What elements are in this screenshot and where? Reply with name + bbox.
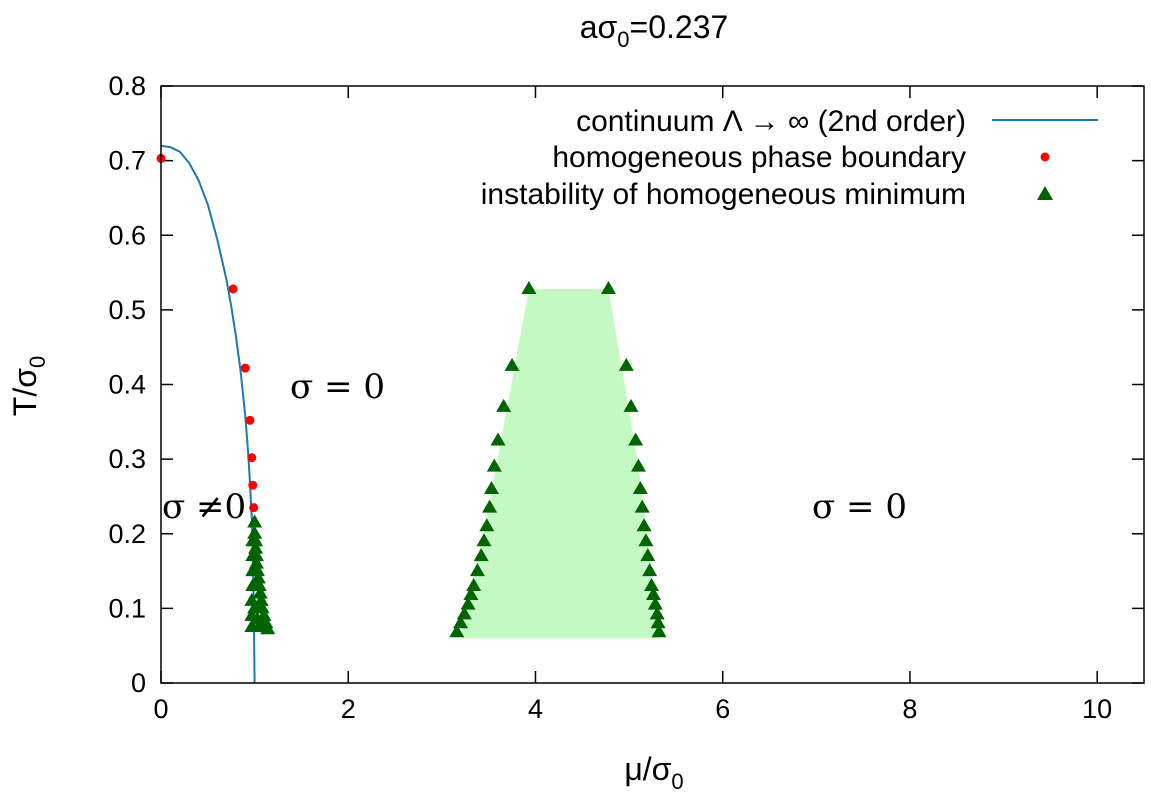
annotation-sigma-nonzero: σ ≠0 bbox=[162, 487, 246, 527]
instability-point bbox=[247, 525, 263, 539]
instability-point bbox=[250, 600, 266, 614]
instability-point bbox=[245, 533, 261, 547]
x-tick-label: 10 bbox=[1082, 694, 1112, 724]
x-axis-label: μ/σ0 bbox=[624, 751, 683, 792]
marker-layer bbox=[156, 153, 667, 638]
curve-layer bbox=[160, 144, 256, 684]
tick-layer: 0 2 4 6 8 10 0 0.1 0.2 0.3 0.4 0.5 0.6 0.7 0.8 bbox=[108, 71, 1144, 724]
instability-point bbox=[453, 615, 469, 629]
instability-point bbox=[496, 398, 512, 412]
y-tick-label: 0.1 bbox=[108, 593, 146, 623]
instability-point bbox=[504, 357, 520, 371]
x-tick-label: 6 bbox=[715, 694, 730, 724]
boundary-point bbox=[249, 503, 259, 513]
chart-title-rest: =0.237 bbox=[630, 9, 729, 45]
x-tick-label: 4 bbox=[528, 694, 543, 724]
instability-point bbox=[252, 585, 268, 599]
instability-point bbox=[645, 586, 661, 600]
instability-point bbox=[449, 624, 465, 638]
instability-point bbox=[651, 624, 667, 638]
instability-point bbox=[636, 518, 652, 532]
instability-point bbox=[640, 548, 656, 562]
plot-frame bbox=[160, 85, 1145, 684]
boundary-point bbox=[240, 363, 250, 373]
boundary-point bbox=[247, 453, 257, 463]
instability-point bbox=[466, 577, 482, 591]
y-tick-label: 0.7 bbox=[108, 146, 146, 176]
legend-entry-curve: continuum Λ → ∞ (2nd order) bbox=[576, 105, 966, 138]
instability-point bbox=[623, 398, 639, 412]
x-tick-label: 8 bbox=[902, 694, 917, 724]
instability-point bbox=[247, 577, 263, 591]
instability-point bbox=[642, 563, 658, 577]
legend-swatch-instability bbox=[1037, 186, 1053, 200]
instability-point bbox=[618, 357, 634, 371]
y-tick-label: 0.8 bbox=[108, 71, 146, 101]
instability-point bbox=[245, 563, 261, 577]
annotation-sigma-zero-left: σ = 0 bbox=[290, 367, 385, 407]
y-axis-label-main: T/σ bbox=[7, 368, 43, 416]
x-tick-label: 0 bbox=[153, 694, 168, 724]
instability-point bbox=[644, 577, 660, 591]
legend-swatch-boundary bbox=[1040, 152, 1050, 162]
instability-point bbox=[628, 432, 644, 446]
inhomogeneous-region bbox=[460, 288, 660, 639]
instability-point bbox=[634, 499, 650, 513]
instability-point bbox=[479, 518, 495, 532]
chart-title-main: aσ bbox=[580, 9, 618, 45]
boundary-point bbox=[248, 480, 258, 490]
instability-point bbox=[638, 533, 654, 547]
continuum-curve bbox=[160, 144, 256, 684]
instability-point bbox=[649, 606, 665, 620]
instability-point bbox=[647, 596, 663, 610]
y-axis-label-sub: 0 bbox=[25, 356, 50, 368]
y-tick-label: 0.2 bbox=[108, 519, 146, 549]
y-tick-label: 0.3 bbox=[108, 444, 146, 474]
y-tick-label: 0.4 bbox=[108, 370, 146, 400]
instability-point bbox=[460, 596, 476, 610]
instability-point bbox=[473, 548, 489, 562]
instability-point bbox=[630, 458, 646, 472]
instability-point bbox=[486, 458, 502, 472]
instability-point bbox=[247, 514, 263, 528]
x-axis-label-main: μ/σ bbox=[624, 751, 671, 787]
region-layer bbox=[460, 288, 660, 639]
chart-title: aσ0=0.237 bbox=[580, 9, 729, 52]
legend: continuum Λ → ∞ (2nd order) homogeneous … bbox=[481, 105, 1098, 211]
boundary-point bbox=[228, 284, 238, 294]
instability-point bbox=[490, 432, 506, 446]
instability-point bbox=[483, 480, 499, 494]
x-tick-label: 2 bbox=[341, 694, 356, 724]
instability-point bbox=[600, 280, 616, 294]
instability-point bbox=[255, 619, 271, 633]
instability-point bbox=[249, 611, 265, 625]
y-axis-label: T/σ0 bbox=[7, 356, 50, 416]
legend-entry-boundary: homogeneous phase boundary bbox=[552, 141, 966, 174]
instability-point bbox=[521, 280, 537, 294]
instability-point bbox=[456, 606, 472, 620]
instability-point bbox=[245, 548, 261, 562]
boundary-point bbox=[245, 415, 255, 425]
y-tick-label: 0.5 bbox=[108, 295, 146, 325]
instability-point bbox=[463, 586, 479, 600]
x-axis-label-sub: 0 bbox=[671, 769, 683, 792]
instability-point bbox=[632, 480, 648, 494]
legend-entry-instability: instability of homogeneous minimum bbox=[481, 178, 966, 211]
y-tick-label: 0 bbox=[131, 668, 146, 698]
annotation-sigma-zero-right: σ = 0 bbox=[812, 487, 907, 527]
chart-title-sub: 0 bbox=[617, 27, 629, 52]
instability-point bbox=[469, 563, 485, 577]
y-tick-label: 0.6 bbox=[108, 220, 146, 250]
instability-point bbox=[650, 615, 666, 629]
instability-point bbox=[482, 499, 498, 513]
instability-point bbox=[476, 533, 492, 547]
